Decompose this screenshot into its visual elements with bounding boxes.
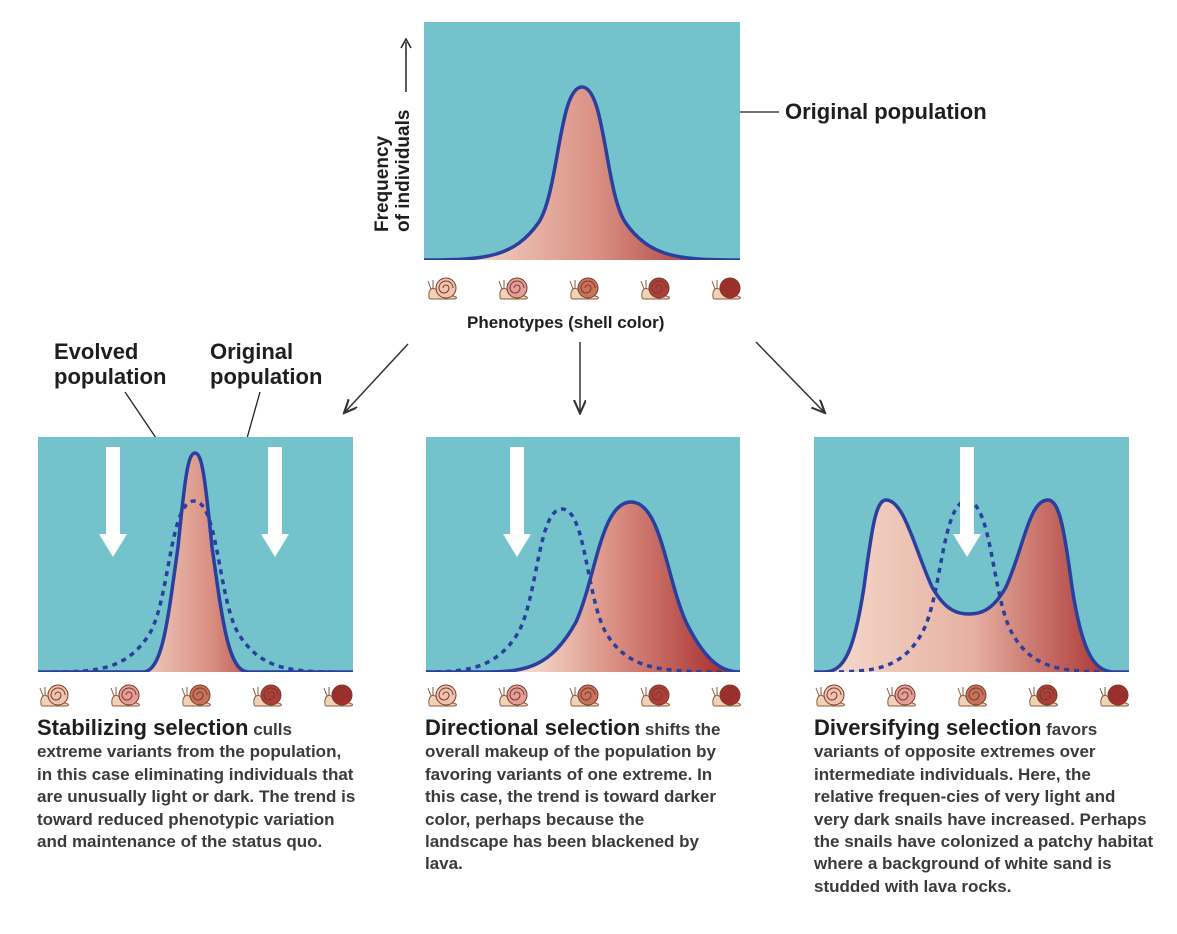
snail-icon <box>885 683 919 707</box>
snail-icon <box>1027 683 1061 707</box>
original-population-curve <box>424 87 740 260</box>
arrow-to-stabilizing <box>345 343 409 412</box>
selection-pressure-arrow <box>503 447 531 557</box>
snail-icon <box>568 683 602 707</box>
snail-row-stabilizing <box>38 683 356 707</box>
evolved-population-curve <box>814 498 1129 672</box>
snail-icon <box>497 276 531 300</box>
snail-icon <box>568 276 602 300</box>
snail-row-diversifying <box>814 683 1132 707</box>
arrow-to-diversifying <box>755 341 824 412</box>
snail-icon <box>426 683 460 707</box>
evolved-population-curve <box>426 500 740 672</box>
snail-icon <box>814 683 848 707</box>
y-axis-label: Frequency of individuals <box>372 109 414 232</box>
original-population-callout: Original population <box>785 99 987 124</box>
snail-icon <box>322 683 356 707</box>
snail-row-directional <box>426 683 744 707</box>
directional-caption: Directional selection shifts the overall… <box>425 715 721 874</box>
snail-icon <box>426 276 460 300</box>
snail-row-top <box>426 276 744 300</box>
original-population-dotted-curve <box>52 499 339 672</box>
snail-icon <box>180 683 214 707</box>
snail-icon <box>639 276 673 300</box>
stabilizing-caption: Stabilizing selection culls extreme vari… <box>37 715 356 852</box>
snail-icon <box>639 683 673 707</box>
x-axis-label: Phenotypes (shell color) <box>467 313 665 332</box>
y-axis-arrow <box>398 37 414 99</box>
snail-icon <box>38 683 72 707</box>
evolved-population-label: Evolved population <box>54 339 167 389</box>
original-population-label: Original population <box>210 339 323 389</box>
snail-icon <box>1098 683 1132 707</box>
selection-pressure-arrow <box>953 447 981 557</box>
selection-pressure-arrow <box>99 447 289 557</box>
snail-icon <box>251 683 285 707</box>
evolved-population-curve <box>38 451 353 672</box>
snail-icon <box>710 276 744 300</box>
snail-icon <box>956 683 990 707</box>
snail-icon <box>710 683 744 707</box>
original-population-dotted-curve <box>426 507 727 672</box>
original-population-panel <box>424 22 740 260</box>
stabilizing-selection-panel <box>38 437 353 672</box>
snail-icon <box>109 683 143 707</box>
snail-icon <box>497 683 531 707</box>
diversifying-caption: Diversifying selection favors variants o… <box>814 715 1154 896</box>
directional-selection-panel <box>426 437 740 672</box>
diversifying-selection-panel <box>814 437 1129 672</box>
